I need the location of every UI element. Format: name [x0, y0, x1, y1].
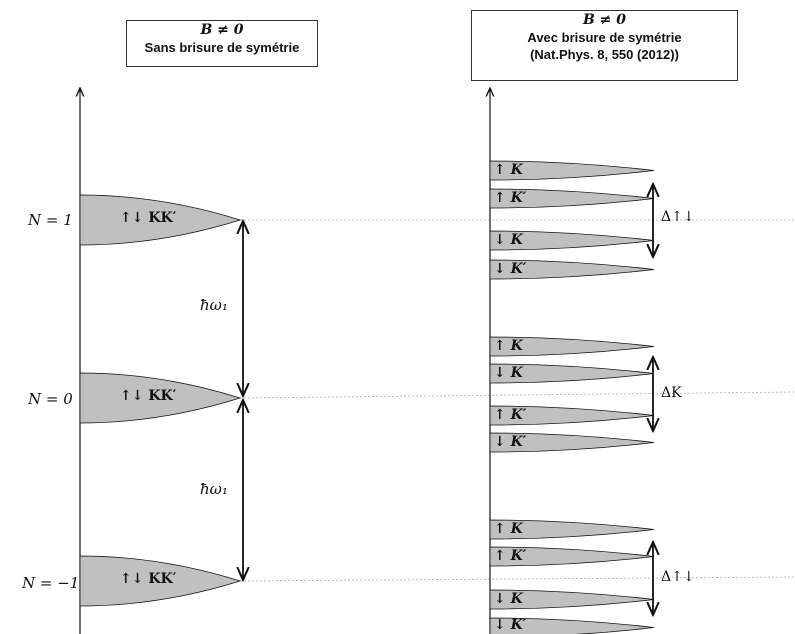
n-label-0: N = 0: [28, 390, 73, 408]
valley-label: K′: [510, 190, 527, 206]
spin-label: ↑: [494, 521, 506, 537]
gap-label-2: ΔK: [661, 385, 682, 401]
spin-label: ↑: [494, 190, 506, 206]
sublevel: [489, 519, 655, 540]
spacing-label-upper: ħω₁: [200, 296, 228, 314]
sublevel-group-3: [489, 519, 655, 634]
spin-label: ↑: [494, 338, 506, 354]
state-label-n1: ↑↓ KK′: [120, 210, 177, 226]
gap-label-3: Δ↑↓: [661, 569, 695, 585]
sublevel-label: ↓ K′: [494, 617, 526, 633]
n-label-1: N = 1: [28, 211, 73, 229]
spin-label: ↓: [494, 434, 506, 450]
sublevel-label: ↑ K: [494, 162, 523, 178]
valley-label: K′: [510, 261, 527, 277]
right-title-line3: (Nat.Phys. 8, 550 (2012)): [530, 47, 679, 62]
sublevel-label: ↓ K: [494, 232, 523, 248]
spacing-label-lower: ħω₁: [200, 480, 228, 498]
valley-label: K′: [510, 434, 527, 450]
n-label-minus1: N = −1: [22, 574, 80, 592]
level-guide-nm1: [239, 576, 795, 582]
valley-label: K: [510, 521, 523, 537]
sublevel-label: ↓ K: [494, 591, 523, 607]
sublevel-label: ↓ K: [494, 365, 523, 381]
sublevel: [489, 160, 655, 181]
sublevel-label: ↑ K′: [494, 407, 526, 423]
valley-label: K: [510, 591, 523, 607]
valley-label: K: [510, 232, 523, 248]
sublevel-label: ↓ K′: [494, 261, 526, 277]
spin-label: ↓: [494, 232, 506, 248]
state-label-n0: ↑↓ KK′: [120, 388, 177, 404]
left-title-box: B ≠ 0 Sans brisure de symétrie: [126, 20, 318, 67]
valley-label: K: [510, 365, 523, 381]
level-guide-n0: [239, 391, 795, 399]
valley-label: K: [510, 338, 523, 354]
sublevel: [489, 259, 655, 280]
sublevel: [489, 617, 655, 634]
sublevel-label: ↑ K′: [494, 190, 526, 206]
spin-label: ↓: [494, 617, 506, 633]
valley-label: K′: [510, 548, 527, 564]
spin-label: ↑: [494, 162, 506, 178]
spin-label: ↑: [494, 407, 506, 423]
valley-label: K′: [510, 407, 527, 423]
landau-level-n0: [79, 372, 242, 424]
sublevel: [489, 432, 655, 453]
sublevel-group-1: [489, 160, 655, 280]
right-title-formula: B ≠ 0: [582, 12, 627, 28]
left-title-formula: B ≠ 0: [200, 22, 244, 38]
spin-label: ↓: [494, 365, 506, 381]
right-title-line2: Avec brisure de symétrie: [527, 30, 682, 45]
sublevel: [489, 336, 655, 357]
sublevel-label: ↑ K′: [494, 548, 526, 564]
sublevel-group-2: [489, 336, 655, 453]
valley-label: K: [510, 162, 523, 178]
spin-label: ↑: [494, 548, 506, 564]
sublevel-label: ↑ K: [494, 338, 523, 354]
sublevel-label: ↑ K: [494, 521, 523, 537]
valley-label: K′: [510, 617, 527, 633]
spin-label: ↓: [494, 591, 506, 607]
left-title-text: Sans brisure de symétrie: [144, 40, 300, 55]
gap-label-1: Δ↑↓: [661, 209, 695, 225]
right-title-box: B ≠ 0 Avec brisure de symétrie (Nat.Phys…: [471, 10, 738, 81]
spin-label: ↓: [494, 261, 506, 277]
state-label-nm1: ↑↓ KK′: [120, 571, 177, 587]
sublevel-label: ↓ K′: [494, 434, 526, 450]
